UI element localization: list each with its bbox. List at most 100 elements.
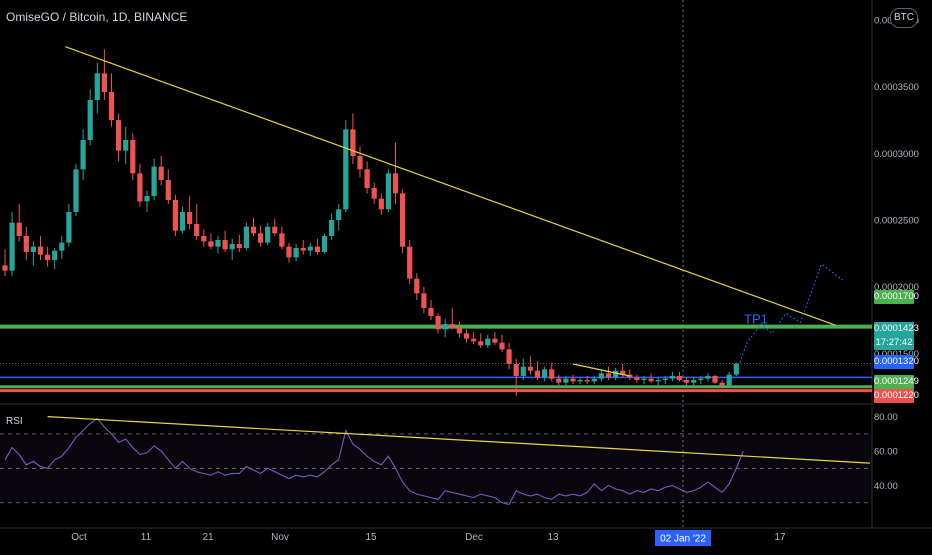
candle-body: [676, 376, 683, 380]
candle-body: [172, 200, 178, 231]
trendline-0: [65, 46, 836, 326]
candle-body: [442, 324, 448, 330]
candle-body: [16, 222, 22, 236]
candle-body: [314, 246, 320, 252]
candle-body: [733, 363, 739, 375]
candle-body: [584, 380, 590, 382]
candle-body: [329, 220, 335, 236]
candle-body: [499, 342, 505, 350]
candle-body: [265, 226, 271, 243]
candle-body: [37, 246, 44, 255]
candle-body: [73, 169, 79, 212]
candle-body: [258, 233, 264, 243]
candle-body: [364, 169, 370, 188]
candle-body: [719, 382, 725, 386]
candle-body: [123, 140, 129, 151]
candle-body: [130, 140, 136, 174]
candle-body: [605, 373, 612, 378]
candle-body: [627, 374, 633, 378]
candle-body: [392, 173, 399, 194]
candle-body: [116, 120, 122, 151]
date-tick-label: 13: [547, 532, 559, 543]
price-tick-label: 0.0002000: [874, 282, 919, 293]
candle-body: [144, 196, 150, 202]
rsi-trendline: [47, 416, 871, 464]
rsi-tick-label: 40.00: [874, 481, 898, 492]
candle-body: [300, 248, 306, 251]
candle-body: [669, 376, 675, 379]
candle-body: [534, 370, 541, 378]
rsi-tick-label: 80.00: [874, 412, 898, 423]
candle-body: [336, 209, 342, 220]
candle-body: [52, 250, 58, 260]
currency-badge[interactable]: BTC: [890, 8, 918, 28]
candle-body: [698, 378, 704, 380]
candle-body: [513, 364, 519, 376]
candle-body: [456, 328, 462, 334]
candle-body: [520, 366, 526, 376]
candle-body: [712, 376, 718, 383]
tp1-label: TP1: [744, 311, 768, 326]
candle-body: [272, 226, 278, 234]
candle-body: [307, 246, 313, 251]
candle-body: [222, 240, 228, 250]
date-highlight-label: 02 Jan '22: [660, 534, 706, 545]
candle-body: [208, 241, 214, 247]
candle-body: [634, 377, 640, 380]
trendline-1: [572, 363, 630, 377]
candle-body: [549, 369, 555, 379]
price-tick-label: 0.0002500: [874, 216, 919, 227]
candle-body: [506, 349, 512, 364]
date-tick-label: 11: [141, 532, 152, 543]
candle-body: [215, 240, 221, 247]
candle-body: [286, 246, 292, 258]
candle-body: [648, 378, 654, 382]
candle-body: [179, 212, 186, 231]
candle-body: [691, 380, 697, 383]
candle-body: [527, 366, 533, 371]
candle-body: [371, 188, 377, 199]
candle-body: [151, 166, 157, 196]
candle-body: [492, 338, 498, 343]
date-tick-label: Nov: [271, 532, 289, 543]
rsi-indicator-label[interactable]: RSI: [6, 416, 23, 427]
candle-body: [187, 212, 193, 224]
candle-body: [59, 242, 65, 251]
candle-body: [421, 293, 427, 308]
candle-body: [357, 156, 363, 170]
candle-body: [478, 341, 484, 346]
candle-body: [385, 173, 391, 210]
candle-body: [350, 129, 356, 156]
candle-body: [542, 369, 548, 378]
candle-body: [87, 100, 93, 140]
candle-body: [94, 73, 100, 100]
candle-body: [101, 73, 107, 92]
candle-body: [577, 380, 583, 382]
candle-body: [485, 338, 491, 346]
price-tag: 0.0001700: [874, 290, 919, 304]
projection-path: [739, 263, 844, 363]
candle-body: [662, 378, 668, 380]
candle-body: [726, 374, 732, 386]
candle-body: [556, 378, 562, 383]
candle-body: [378, 198, 384, 210]
candle-body: [563, 378, 569, 383]
price-tick-label: 0.0003000: [874, 149, 919, 160]
candle-body: [9, 222, 15, 271]
candle-body: [407, 246, 413, 279]
candle-body: [229, 244, 235, 250]
candle-body: [449, 324, 455, 328]
candle-body: [293, 248, 299, 258]
symbol-title[interactable]: OmiseGO / Bitcoin, 1D, BINANCE: [6, 10, 188, 24]
price-tag: 17:27:42: [874, 336, 914, 350]
date-tick-label: Oct: [71, 532, 87, 543]
candle-body: [620, 370, 626, 375]
candle-body: [428, 308, 434, 316]
candle-body: [655, 380, 661, 382]
candle-body: [400, 193, 406, 247]
date-tick-label: Dec: [465, 532, 483, 543]
candle-body: [108, 92, 115, 120]
candle-body: [66, 212, 72, 243]
